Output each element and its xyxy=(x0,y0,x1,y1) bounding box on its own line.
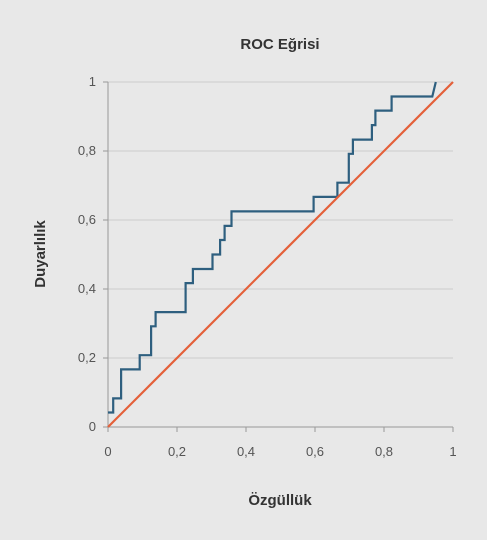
x-tick-label-3: 0,6 xyxy=(306,444,324,459)
y-axis-label: Duyarlılık xyxy=(32,220,49,288)
y-tick-label-2: 0,4 xyxy=(78,281,96,296)
y-tick-label-1: 0,2 xyxy=(78,350,96,365)
grid xyxy=(108,81,453,359)
x-tick-label-5: 1 xyxy=(449,444,456,459)
y-tick-label-5: 1 xyxy=(89,74,96,89)
roc-curve xyxy=(108,81,437,414)
y-tick-label-4: 0,8 xyxy=(78,143,96,158)
series-group xyxy=(107,81,454,428)
axes xyxy=(103,81,454,432)
y-tick-labels: 0 0,2 0,4 0,6 0,8 1 xyxy=(78,74,96,434)
x-tick-label-4: 0,8 xyxy=(375,444,393,459)
y-tick-label-3: 0,6 xyxy=(78,212,96,227)
x-tick-label-0: 0 xyxy=(104,444,111,459)
y-tick-label-0: 0 xyxy=(89,419,96,434)
x-tick-label-2: 0,4 xyxy=(237,444,255,459)
x-tick-labels: 0 0,2 0,4 0,6 0,8 1 xyxy=(104,444,456,459)
x-axis-label: Özgüllük xyxy=(248,492,312,509)
reference-diagonal-line xyxy=(107,81,454,428)
x-tick-label-1: 0,2 xyxy=(168,444,186,459)
chart-title: ROC Eğrisi xyxy=(240,36,319,53)
